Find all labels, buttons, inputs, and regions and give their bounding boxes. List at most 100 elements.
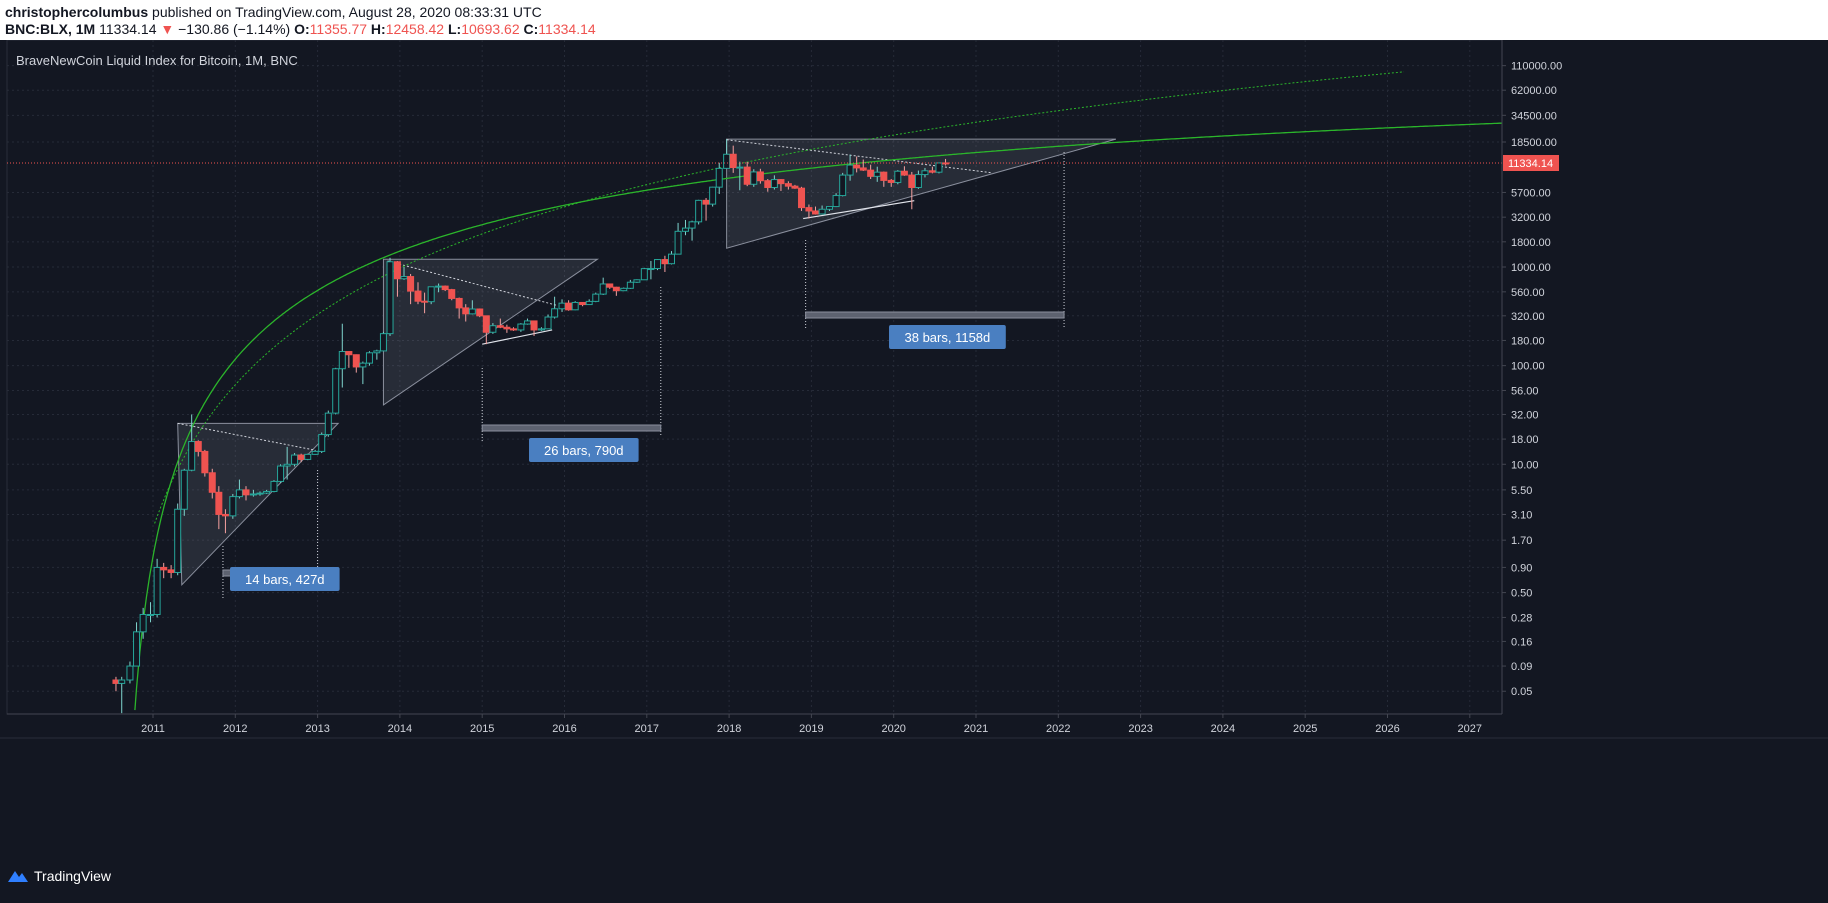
price-tick-label: 10.00 bbox=[1511, 459, 1539, 471]
price-tick-label: 3.10 bbox=[1511, 509, 1532, 521]
published-text: published on TradingView.com, August 28,… bbox=[152, 4, 542, 20]
candle-body bbox=[263, 490, 271, 494]
candle-body bbox=[784, 183, 792, 187]
candle-body bbox=[599, 283, 607, 295]
candle-body bbox=[118, 679, 126, 684]
price-tick-label: 0.09 bbox=[1511, 661, 1532, 673]
candle-body bbox=[551, 308, 559, 318]
candle-body bbox=[736, 166, 744, 169]
candle-body bbox=[928, 170, 936, 173]
time-tick-label: 2019 bbox=[799, 723, 823, 735]
chart-legend-title: BraveNewCoin Liquid Index for Bitcoin, 1… bbox=[16, 53, 298, 68]
time-tick-label: 2015 bbox=[470, 723, 494, 735]
tradingview-brand[interactable]: TradingView bbox=[8, 868, 111, 884]
candle-body bbox=[448, 289, 456, 299]
measure-label: 26 bars, 790d bbox=[544, 443, 624, 458]
candle-body bbox=[126, 665, 134, 681]
candle-body bbox=[311, 450, 319, 455]
price-tick-label: 560.00 bbox=[1511, 287, 1545, 299]
candle-body bbox=[880, 171, 888, 181]
price-tick-label: 0.28 bbox=[1511, 612, 1532, 624]
candle-body bbox=[441, 285, 449, 291]
candle-body bbox=[318, 434, 326, 452]
candle-body bbox=[873, 171, 881, 177]
candle-body bbox=[324, 412, 332, 436]
price-tick-label: 110000.00 bbox=[1511, 61, 1562, 73]
candle-body bbox=[393, 261, 401, 280]
price-tick-label: 1000.00 bbox=[1511, 262, 1551, 274]
time-tick-label: 2026 bbox=[1375, 723, 1399, 735]
candle-body bbox=[386, 261, 394, 335]
candle-body bbox=[468, 308, 476, 315]
candle-body bbox=[633, 279, 641, 283]
symbol-label: BNC:BLX, 1M bbox=[5, 21, 96, 37]
candle-body bbox=[681, 227, 689, 232]
price-tick-label: 320.00 bbox=[1511, 311, 1545, 323]
candle-body bbox=[462, 307, 470, 315]
candle-body bbox=[338, 351, 346, 370]
price-axis: 110000.00 62000.00 34500.00 18500.00 5700.00… bbox=[1501, 40, 1828, 718]
measure-bar bbox=[805, 311, 1065, 319]
measure-label-box bbox=[889, 325, 1006, 349]
candle-body bbox=[839, 174, 847, 197]
candle-body bbox=[674, 230, 682, 255]
price-tick-label: 1.70 bbox=[1511, 535, 1532, 547]
candle-body bbox=[537, 328, 545, 331]
close-value: 11334.14 bbox=[538, 21, 596, 37]
candle-body bbox=[571, 301, 579, 311]
candle-body bbox=[812, 210, 820, 215]
candle-body bbox=[400, 276, 408, 280]
price-tick-label: 62000.00 bbox=[1511, 85, 1557, 97]
tradingview-logo-icon bbox=[8, 871, 28, 882]
last-price-label: 11334.14 bbox=[1508, 158, 1553, 170]
candle-body bbox=[832, 195, 840, 208]
candle-body bbox=[921, 170, 929, 176]
time-tick-label: 2022 bbox=[1046, 723, 1070, 735]
time-tick-label: 2012 bbox=[223, 723, 247, 735]
candle-body bbox=[743, 166, 751, 185]
candle-body bbox=[914, 174, 922, 188]
candle-body bbox=[729, 153, 737, 169]
candle-body bbox=[352, 354, 360, 368]
time-tick-label: 2027 bbox=[1458, 723, 1482, 735]
trendline-dotted bbox=[726, 139, 993, 174]
candle-body bbox=[777, 179, 785, 185]
candle-body bbox=[332, 368, 340, 414]
measure-label-box bbox=[529, 438, 639, 462]
candles bbox=[112, 139, 950, 714]
brand-name: TradingView bbox=[34, 868, 112, 884]
measure-label-box bbox=[230, 567, 340, 591]
candle-body bbox=[174, 508, 182, 573]
candle-body bbox=[640, 268, 648, 281]
candle-body bbox=[373, 350, 381, 354]
time-tick-label: 2021 bbox=[964, 723, 988, 735]
price-chart[interactable]: 14 bars, 427d 26 bars, 790d 38 bars, 1158d… bbox=[0, 39, 1828, 898]
price-tick-label: 18500.00 bbox=[1511, 137, 1557, 149]
candle-body bbox=[695, 199, 703, 223]
candle-body bbox=[208, 472, 216, 493]
author-name[interactable]: christophercolumbus bbox=[5, 4, 149, 20]
candle-body bbox=[647, 268, 655, 271]
trendline-dotted bbox=[387, 260, 557, 306]
candle-body bbox=[894, 170, 902, 183]
candle-body bbox=[133, 631, 141, 667]
candle-body bbox=[407, 276, 415, 292]
candle-body bbox=[592, 293, 600, 302]
candle-body bbox=[688, 221, 696, 229]
candle-body bbox=[455, 297, 463, 309]
high-label: H: bbox=[370, 21, 386, 37]
time-tick-label: 2025 bbox=[1293, 723, 1317, 735]
candle-body bbox=[846, 164, 854, 176]
chart-area[interactable]: 14 bars, 427d 26 bars, 790d 38 bars, 1158d… bbox=[0, 39, 1828, 898]
candle-body bbox=[421, 300, 429, 303]
candle-body bbox=[715, 167, 723, 188]
candle-body bbox=[160, 566, 168, 571]
low-value: 10693.62 bbox=[461, 21, 520, 37]
candle-body bbox=[365, 352, 373, 364]
high-value: 12458.42 bbox=[385, 21, 445, 37]
candle-body bbox=[585, 300, 593, 306]
publish-header: christophercolumbus published on Trading… bbox=[0, 0, 1828, 40]
candle-body bbox=[908, 174, 916, 188]
lower-growth-curve bbox=[134, 122, 1515, 711]
measure-bar bbox=[481, 424, 662, 432]
